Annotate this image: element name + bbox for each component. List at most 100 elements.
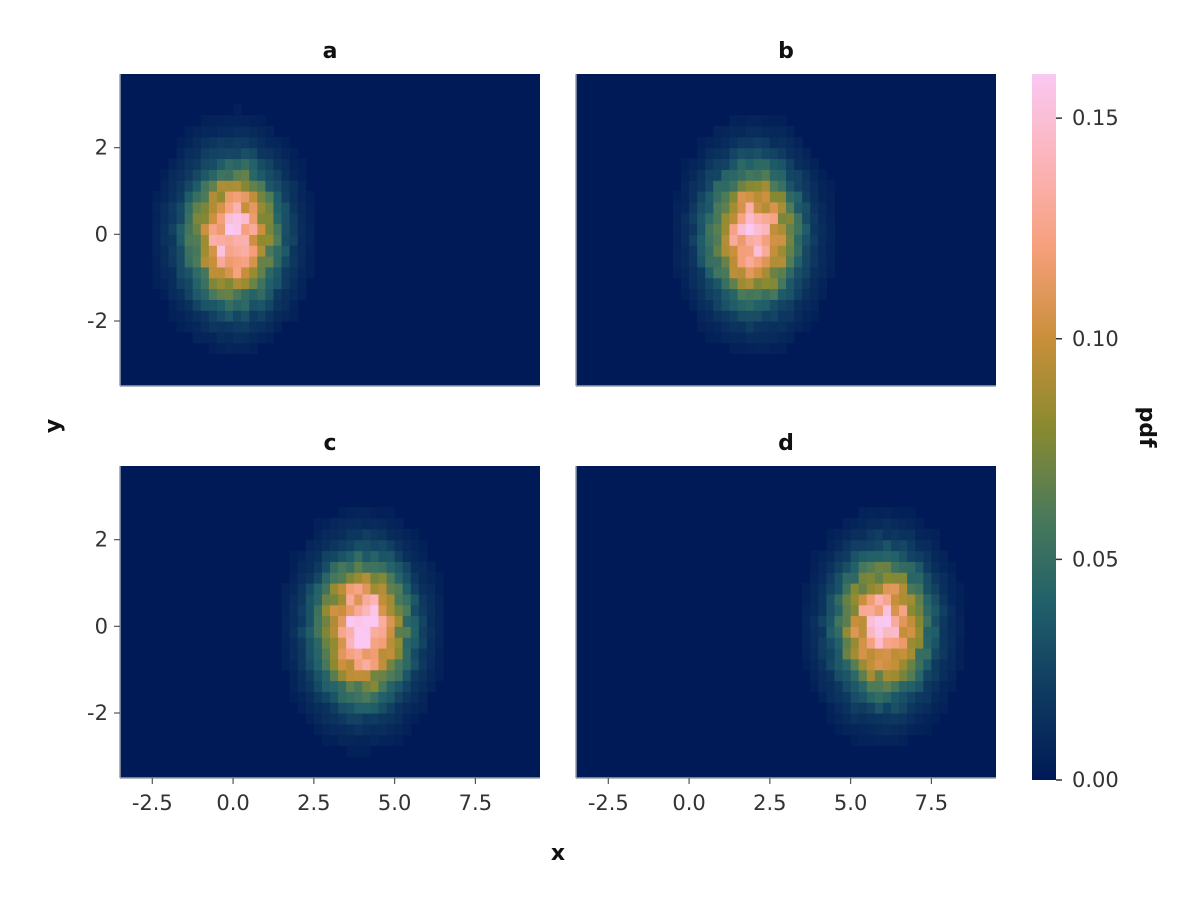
heatmap-cell [818, 615, 827, 627]
heatmap-cell [152, 266, 161, 279]
heatmap-cell [818, 234, 827, 246]
heatmap-cell [208, 147, 218, 160]
heatmap-cell [281, 180, 291, 192]
heatmap-cell [737, 115, 747, 127]
heatmap-cell [850, 604, 860, 617]
heatmap-cell [289, 615, 299, 627]
heatmap-cell [802, 256, 811, 268]
heatmap-cell [794, 191, 803, 203]
heatmap-cell [882, 518, 892, 530]
heatmap-cell [265, 331, 275, 344]
heatmap-cell [257, 169, 266, 181]
heatmap-cell [176, 212, 186, 225]
heatmap-cell [216, 288, 226, 300]
heatmap-cell [402, 572, 412, 584]
heatmap-cell [899, 669, 908, 682]
heatmap-cell [370, 593, 380, 606]
heatmap-cell [378, 507, 388, 519]
heatmap-cell [874, 507, 884, 519]
heatmap-cell [761, 223, 771, 235]
heatmap-cell [737, 126, 747, 138]
heatmap-cell [931, 539, 941, 552]
heatmap-cells [802, 507, 965, 747]
heatmap-cell [874, 658, 884, 671]
heatmap-cell [386, 691, 396, 703]
heatmap-cell [297, 680, 307, 692]
y-tick-label: -2 [87, 309, 108, 333]
heatmap-cell [866, 572, 876, 584]
heatmap-cell [689, 245, 698, 257]
heatmap-cell [297, 626, 307, 638]
heatmap-cell [249, 212, 258, 225]
heatmap-cell [192, 126, 202, 138]
heatmap-cell [216, 158, 226, 170]
heatmap-cell [850, 723, 860, 736]
heatmap-cell [200, 331, 210, 344]
heatmap-cell [737, 277, 747, 290]
heatmap-cell [200, 223, 210, 235]
heatmap-cell [289, 680, 299, 692]
heatmap-cell [321, 680, 331, 692]
heatmap-cell [810, 288, 819, 300]
heatmap-cell [761, 115, 771, 127]
heatmap-cell [882, 723, 892, 736]
heatmap-cell [426, 648, 436, 660]
heatmap-cell [297, 201, 307, 214]
heatmap-cell [769, 191, 779, 203]
heatmap-cell [681, 169, 690, 181]
heatmap-cell [200, 191, 210, 203]
heatmap-cell [426, 626, 436, 638]
heatmap-cell [705, 288, 714, 300]
heatmap-cell [346, 637, 355, 649]
heatmap-cell [176, 310, 186, 322]
heatmap-cell [184, 256, 194, 268]
heatmap-cell [330, 734, 339, 747]
heatmap-cell [745, 234, 755, 246]
heatmap-cell [338, 583, 347, 595]
heatmap-cell [354, 648, 363, 660]
heatmap-cell [874, 702, 884, 714]
heatmap-cell [176, 191, 186, 203]
heatmap-cell [370, 528, 380, 541]
heatmap-cell [874, 593, 884, 606]
heatmap-cell [681, 201, 690, 214]
heatmap-cell [834, 637, 844, 649]
heatmap-cell [761, 256, 771, 268]
heatmap-cell [289, 572, 299, 584]
heatmap-cell [826, 212, 836, 225]
heatmap-cell [931, 561, 941, 573]
heatmap-cell [168, 310, 178, 322]
heatmap-cell [410, 528, 420, 541]
heatmap-cell [297, 637, 307, 649]
heatmap-cell [891, 615, 900, 627]
heatmap-cell [689, 201, 698, 214]
heatmap-cell [435, 648, 444, 660]
heatmap-cell [697, 169, 706, 181]
y-tick-label: 2 [95, 136, 108, 160]
heatmap-cell [826, 637, 836, 649]
heatmap-cell [874, 539, 884, 552]
heatmap-cell [273, 234, 283, 246]
colorbar-gradient [1032, 74, 1056, 780]
heatmap-cell [923, 561, 932, 573]
heatmap-cell [184, 147, 194, 160]
heatmap-cell [866, 539, 876, 552]
heatmap-cell [160, 266, 170, 279]
heatmap-cell [426, 593, 436, 606]
heatmap-cell [842, 669, 852, 682]
heatmap-cell [777, 331, 787, 344]
heatmap-cell [834, 648, 844, 660]
heatmap-cell [794, 321, 803, 333]
heatmap-cell [273, 212, 283, 225]
heatmap-cell [394, 550, 404, 562]
heatmap-cell [777, 277, 787, 290]
heatmap-cell [265, 180, 275, 192]
heatmap-cell [354, 734, 363, 747]
heatmap-cell [241, 126, 250, 138]
heatmap-cell [794, 245, 803, 257]
heatmap-cell [891, 583, 900, 595]
heatmap-cell [713, 191, 722, 203]
heatmap-cell [297, 561, 307, 573]
heatmap-cell [721, 147, 731, 160]
heatmap-cell [721, 310, 731, 322]
